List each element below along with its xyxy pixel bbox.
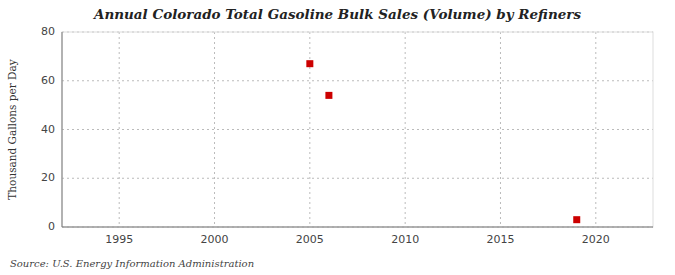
point <box>573 216 580 223</box>
x-grid-line <box>214 32 215 227</box>
x-grid-line <box>595 32 596 227</box>
source-note: Source: U.S. Energy Information Administ… <box>10 258 254 269</box>
x-tick-label: 1995 <box>105 233 133 246</box>
y-tick-label: 0 <box>48 220 55 233</box>
x-grid-line <box>119 32 120 227</box>
x-tick-label: 2010 <box>391 233 419 246</box>
chart: 0 20 40 60 80 1995 2000 2005 2010 2015 2020 Annual … <box>0 0 675 275</box>
y-grid-line <box>62 80 653 81</box>
chart-container: 0 20 40 60 80 1995 2000 2005 2010 2015 2020 Annual … <box>0 0 675 275</box>
y-tick-label: 60 <box>41 74 55 87</box>
x-grid-line <box>500 32 501 227</box>
x-grid-line <box>405 32 406 227</box>
y-tick-label: 40 <box>41 123 55 136</box>
y-tick-label: 80 <box>41 25 55 38</box>
x-tick-label: 2000 <box>201 233 229 246</box>
points <box>306 60 580 223</box>
point <box>325 92 332 99</box>
x-tick-label: 2015 <box>486 233 514 246</box>
point <box>306 60 313 67</box>
x-axis-line <box>62 227 653 228</box>
y-axis-line <box>62 32 63 227</box>
y-grid-line <box>62 129 653 130</box>
y-grid-line <box>62 227 653 228</box>
title: Annual Colorado Total Gasoline Bulk Sale… <box>92 6 582 22</box>
x-tick-label: 2005 <box>296 233 324 246</box>
plot-background <box>62 32 653 227</box>
grid <box>62 32 653 227</box>
y-grid-line <box>62 178 653 179</box>
y-tick-label: 20 <box>41 171 55 184</box>
y-axis-label: Thousand Gallons per Day <box>6 59 18 199</box>
plot-frame <box>62 32 653 227</box>
axes: 0 20 40 60 80 1995 2000 2005 2010 2015 2020 <box>41 25 653 246</box>
x-tick-label: 2020 <box>582 233 610 246</box>
